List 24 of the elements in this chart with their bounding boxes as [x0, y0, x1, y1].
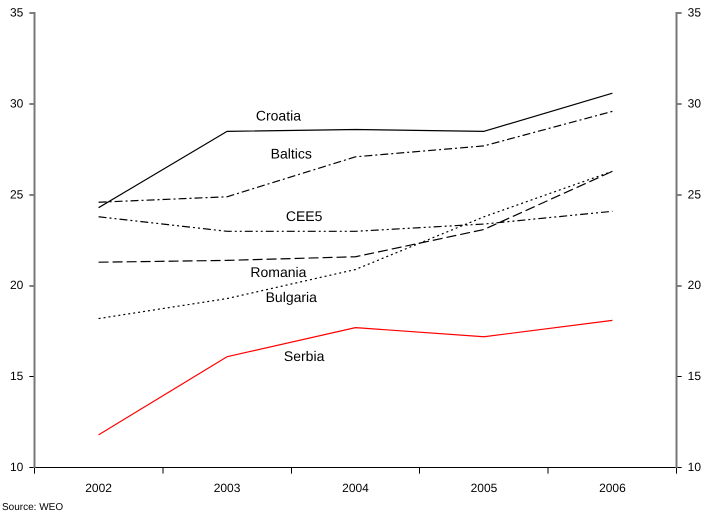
y2-tick-label: 30	[688, 96, 702, 110]
series-label: Romania	[250, 264, 307, 280]
series-label: Croatia	[256, 107, 302, 124]
series-label: CEE5	[286, 208, 323, 224]
y-tick-label: 35	[10, 6, 24, 20]
y2-tick-label: 15	[688, 369, 702, 384]
y2-tick-label: 10	[688, 460, 702, 474]
y-tick-label: 25	[10, 187, 24, 202]
x-tick-label: 2002	[85, 481, 112, 496]
series-label: Bulgaria	[266, 288, 318, 305]
y-tick-label: 20	[10, 278, 24, 292]
series-label: Serbia	[284, 348, 325, 364]
x-tick-label: 2003	[214, 481, 241, 496]
y-tick-label: 10	[10, 460, 24, 474]
x-tick-label: 2004	[342, 481, 370, 496]
y2-tick-label: 20	[688, 278, 702, 292]
x-tick-label: 2006	[599, 481, 626, 496]
series-label: Baltics	[270, 146, 312, 162]
source-note: Source: WEO	[2, 502, 64, 513]
y2-tick-label: 35	[688, 6, 702, 20]
y-tick-label: 30	[10, 96, 24, 110]
x-tick-label: 2005	[470, 481, 498, 496]
y-tick-label: 15	[10, 369, 24, 384]
y2-tick-label: 25	[688, 187, 702, 202]
